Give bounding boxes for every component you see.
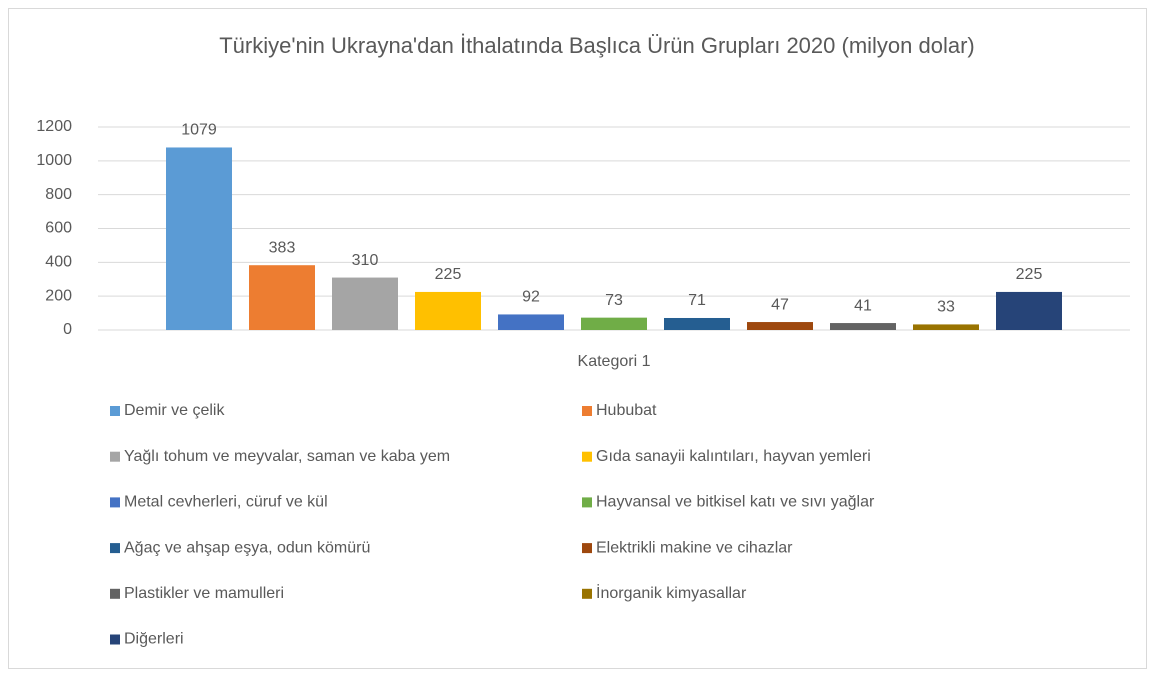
bar bbox=[498, 314, 564, 330]
data-label: 225 bbox=[435, 266, 462, 283]
bar bbox=[747, 322, 813, 330]
data-label: 47 bbox=[771, 296, 789, 313]
legend-label: Diğerleri bbox=[124, 631, 184, 648]
legend-label: Elektrikli makine ve cihazlar bbox=[596, 539, 793, 556]
legend-swatch bbox=[582, 406, 592, 416]
bar bbox=[913, 324, 979, 330]
bar bbox=[581, 317, 647, 330]
legend-swatch bbox=[110, 588, 120, 599]
data-label: 71 bbox=[688, 292, 706, 309]
bar bbox=[332, 277, 398, 330]
legend-swatch bbox=[582, 543, 592, 554]
legend-label: İnorganik kimyasallar bbox=[596, 583, 747, 602]
bar bbox=[664, 317, 730, 330]
legend-label: Ağaç ve ahşap eşya, odun kömürü bbox=[124, 539, 370, 556]
y-tick-label: 0 bbox=[63, 321, 72, 338]
legend-swatch bbox=[582, 497, 592, 508]
data-label: 383 bbox=[269, 239, 296, 256]
y-tick-label: 400 bbox=[45, 254, 72, 271]
legend-label: Demir ve çelik bbox=[124, 402, 225, 419]
y-tick-label: 1000 bbox=[36, 152, 72, 169]
chart-border bbox=[8, 8, 1147, 669]
legend-label: Hayvansal ve bitkisel katı ve sıvı yağla… bbox=[596, 494, 875, 511]
data-label: 41 bbox=[854, 297, 872, 314]
legend-swatch bbox=[110, 451, 120, 462]
chart-title: Türkiye'nin Ukrayna'dan İthalatında Başl… bbox=[219, 33, 975, 58]
y-tick-label: 600 bbox=[45, 220, 72, 237]
y-tick-label: 200 bbox=[45, 287, 72, 304]
legend-swatch bbox=[110, 406, 120, 416]
data-label: 92 bbox=[522, 289, 540, 306]
x-tick-label: Kategori 1 bbox=[578, 353, 651, 370]
data-label: 73 bbox=[605, 292, 623, 309]
bar bbox=[996, 291, 1062, 330]
legend-swatch bbox=[582, 588, 592, 599]
bar bbox=[166, 147, 232, 330]
data-label: 310 bbox=[352, 252, 379, 269]
bar bbox=[415, 291, 481, 330]
legend-label: Gıda sanayii kalıntıları, hayvan yemleri bbox=[596, 448, 871, 465]
legend-swatch bbox=[110, 634, 120, 645]
legend-label: Plastikler ve mamulleri bbox=[124, 585, 284, 602]
y-tick-label: 1200 bbox=[36, 118, 72, 135]
legend-swatch bbox=[110, 543, 120, 554]
legend-label: Hububat bbox=[596, 402, 657, 419]
data-label: 33 bbox=[937, 299, 955, 316]
data-label: 1079 bbox=[181, 122, 217, 139]
data-label: 225 bbox=[1016, 266, 1043, 283]
legend-label: Metal cevherleri, cüruf ve kül bbox=[124, 494, 328, 511]
legend-swatch bbox=[110, 497, 120, 508]
legend-swatch bbox=[582, 451, 592, 462]
y-tick-label: 800 bbox=[45, 186, 72, 203]
bar bbox=[830, 323, 896, 330]
bar bbox=[249, 265, 315, 330]
legend-label: Yağlı tohum ve meyvalar, saman ve kaba y… bbox=[124, 448, 450, 465]
